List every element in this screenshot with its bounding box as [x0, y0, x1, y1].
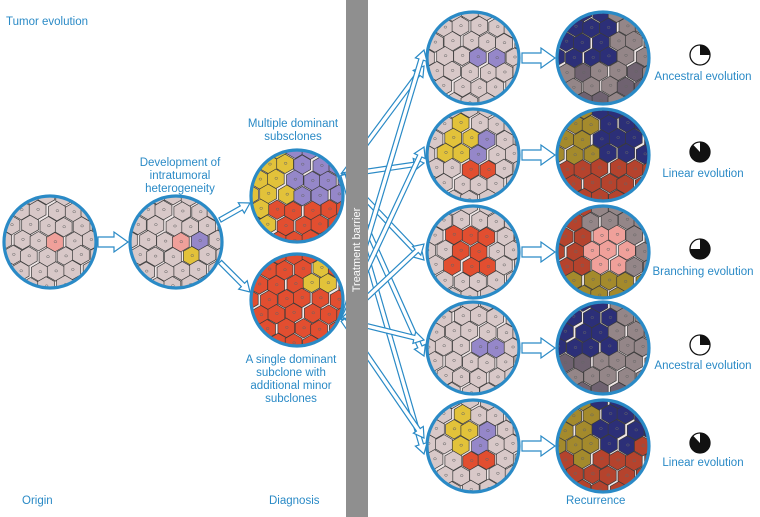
stage-recurrence: Recurrence: [566, 495, 626, 507]
tumor-evolved-5: [555, 398, 651, 494]
evolution-pie-2: [689, 141, 711, 163]
outcome-label-4: Ancestral evolution: [654, 360, 752, 372]
outcome-label-5: Linear evolution: [662, 457, 744, 469]
arrow-evolve-3: [521, 240, 557, 264]
treatment-barrier-label: Treatment barrier: [351, 207, 363, 293]
evolution-pie-1: [689, 44, 711, 66]
arrow-to-multiple-subclones: [218, 202, 252, 223]
arrow-evolve-2: [521, 143, 557, 167]
label-single-subclone: A single dominant subclone with addition…: [245, 354, 337, 405]
arrow-evolve-1: [521, 46, 557, 70]
outcome-label-2: Linear evolution: [662, 168, 744, 180]
stage-diagnosis: Diagnosis: [269, 495, 320, 507]
arrow-evolve-5: [521, 434, 557, 458]
arrow-to-single-subclone: [217, 259, 251, 293]
tumor-single-subclone: [249, 252, 345, 348]
arrow-evolve-4: [521, 336, 557, 360]
stage-origin: Origin: [22, 495, 53, 507]
diagram-title: Tumor evolution: [6, 16, 89, 28]
treatment-barrier: [346, 0, 368, 517]
label-multiple-subclones: Multiple dominant subsclones: [247, 118, 339, 143]
outcome-label-1: Ancestral evolution: [654, 71, 752, 83]
outcome-label-3: Branching evolution: [652, 266, 754, 278]
evolution-pie-3: [689, 238, 711, 260]
tumor-multiple-subclones: [249, 148, 345, 244]
label-development: Development of intratumoral heterogeneit…: [139, 157, 221, 195]
evolution-pie-5: [689, 432, 711, 454]
tumor-evolved-4: [555, 300, 651, 396]
arrow-origin-to-development: [97, 230, 130, 254]
tumor-recurrence-4: [425, 300, 521, 396]
evolution-pie-4: [689, 334, 711, 356]
